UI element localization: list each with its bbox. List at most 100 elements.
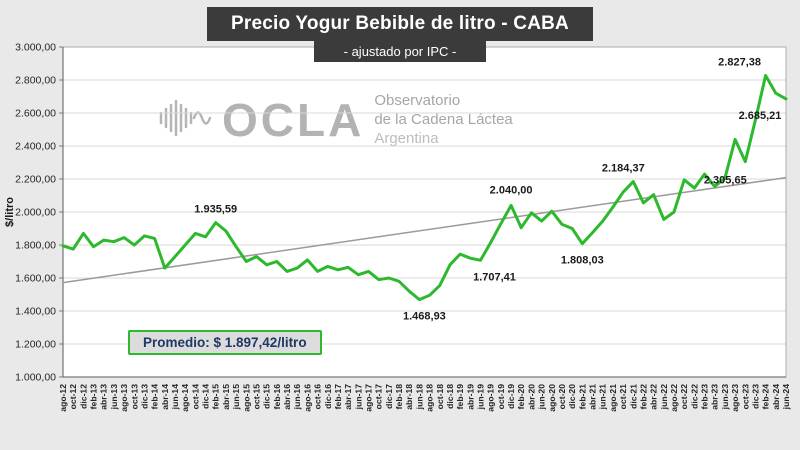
svg-text:oct-16: oct-16 <box>313 384 323 410</box>
svg-text:dic-15: dic-15 <box>262 384 272 409</box>
svg-text:abr-15: abr-15 <box>221 384 231 410</box>
svg-text:1.400,00: 1.400,00 <box>15 306 56 318</box>
svg-text:feb-23: feb-23 <box>700 384 710 410</box>
svg-text:jun-18: jun-18 <box>414 384 424 411</box>
svg-text:1.468,93: 1.468,93 <box>403 311 446 323</box>
svg-text:ago-13: ago-13 <box>119 384 129 412</box>
svg-text:ago-18: ago-18 <box>425 384 435 412</box>
svg-text:dic-22: dic-22 <box>689 384 699 409</box>
svg-text:oct-23: oct-23 <box>740 384 750 410</box>
svg-text:feb-15: feb-15 <box>211 384 221 410</box>
svg-text:ago-22: ago-22 <box>669 384 679 412</box>
svg-text:ago-20: ago-20 <box>547 384 557 412</box>
svg-text:oct-14: oct-14 <box>190 384 200 410</box>
svg-text:abr-17: abr-17 <box>343 384 353 410</box>
svg-text:dic-12: dic-12 <box>78 384 88 409</box>
average-annotation-label: Promedio: $ 1.897,42/litro <box>143 335 307 350</box>
svg-text:jun-14: jun-14 <box>170 384 180 411</box>
chart-header: Precio Yogur Bebible de litro - CABA - a… <box>0 7 800 62</box>
average-annotation-box: Promedio: $ 1.897,42/litro <box>128 330 322 355</box>
svg-text:oct-20: oct-20 <box>557 384 567 410</box>
svg-text:1.800,00: 1.800,00 <box>15 240 56 252</box>
svg-text:abr-16: abr-16 <box>282 384 292 410</box>
svg-text:jun-19: jun-19 <box>476 384 486 411</box>
svg-text:oct-15: oct-15 <box>252 384 262 410</box>
chart-title: Precio Yogur Bebible de litro - CABA <box>207 7 593 41</box>
svg-text:1.707,41: 1.707,41 <box>473 271 516 283</box>
svg-text:2.685,21: 2.685,21 <box>739 110 782 122</box>
svg-text:jun-17: jun-17 <box>353 384 363 411</box>
svg-text:oct-19: oct-19 <box>496 384 506 410</box>
svg-text:2.800,00: 2.800,00 <box>15 75 56 87</box>
svg-text:abr-22: abr-22 <box>649 384 659 410</box>
svg-text:2.400,00: 2.400,00 <box>15 141 56 153</box>
ocla-subtext: Observatorio de la Cadena Láctea Argenti… <box>374 92 512 148</box>
svg-text:1.808,03: 1.808,03 <box>561 255 604 267</box>
svg-text:dic-21: dic-21 <box>628 384 638 409</box>
svg-text:ago-14: ago-14 <box>180 384 190 412</box>
ocla-logo-text: OCLA <box>222 94 365 147</box>
svg-text:ago-16: ago-16 <box>302 384 312 412</box>
svg-text:2.184,37: 2.184,37 <box>602 163 645 175</box>
ocla-subtext-line1: Observatorio <box>374 92 461 109</box>
svg-text:feb-24: feb-24 <box>761 384 771 410</box>
svg-text:dic-13: dic-13 <box>140 384 150 409</box>
svg-text:abr-19: abr-19 <box>465 384 475 410</box>
svg-text:jun-22: jun-22 <box>659 384 669 411</box>
svg-text:jun-21: jun-21 <box>598 384 608 411</box>
svg-text:jun-24: jun-24 <box>781 384 791 411</box>
svg-text:ago-17: ago-17 <box>364 384 374 412</box>
svg-text:2.305,65: 2.305,65 <box>704 175 747 187</box>
svg-text:jun-13: jun-13 <box>109 384 119 411</box>
svg-text:oct-17: oct-17 <box>374 384 384 410</box>
svg-text:abr-23: abr-23 <box>710 384 720 410</box>
svg-text:2.000,00: 2.000,00 <box>15 207 56 219</box>
chart-subtitle: - ajustado por IPC - <box>313 41 487 62</box>
svg-text:feb-20: feb-20 <box>516 384 526 410</box>
svg-text:oct-12: oct-12 <box>68 384 78 410</box>
svg-text:2.040,00: 2.040,00 <box>490 184 533 196</box>
svg-text:dic-23: dic-23 <box>751 384 761 409</box>
svg-text:3.000,00: 3.000,00 <box>15 42 56 54</box>
svg-text:1.000,00: 1.000,00 <box>15 372 56 384</box>
svg-text:abr-21: abr-21 <box>588 384 598 410</box>
svg-text:abr-18: abr-18 <box>404 384 414 410</box>
ocla-subtext-line3: Argentina <box>374 129 439 147</box>
svg-text:feb-14: feb-14 <box>150 384 160 410</box>
svg-text:feb-18: feb-18 <box>394 384 404 410</box>
ocla-subtext-line2: de la Cadena Láctea <box>374 110 513 128</box>
svg-text:abr-24: abr-24 <box>771 384 781 410</box>
svg-text:jun-16: jun-16 <box>292 384 302 411</box>
svg-text:abr-14: abr-14 <box>160 384 170 410</box>
svg-text:jun-15: jun-15 <box>231 384 241 411</box>
svg-text:dic-18: dic-18 <box>445 384 455 409</box>
svg-text:ago-23: ago-23 <box>730 384 740 412</box>
svg-text:dic-14: dic-14 <box>201 384 211 409</box>
svg-text:dic-19: dic-19 <box>506 384 516 409</box>
svg-text:feb-13: feb-13 <box>89 384 99 410</box>
svg-text:1.935,59: 1.935,59 <box>194 204 237 216</box>
svg-text:oct-21: oct-21 <box>618 384 628 410</box>
svg-text:oct-18: oct-18 <box>435 384 445 410</box>
svg-text:ago-21: ago-21 <box>608 384 618 412</box>
svg-text:feb-19: feb-19 <box>455 384 465 410</box>
svg-text:dic-16: dic-16 <box>323 384 333 409</box>
svg-text:dic-17: dic-17 <box>384 384 394 409</box>
svg-text:feb-17: feb-17 <box>333 384 343 410</box>
svg-text:dic-20: dic-20 <box>567 384 577 409</box>
svg-text:1.600,00: 1.600,00 <box>15 273 56 285</box>
svg-text:oct-13: oct-13 <box>129 384 139 410</box>
ocla-watermark: OCLA Observatorio de la Cadena Láctea Ar… <box>158 92 513 148</box>
svg-text:ago-19: ago-19 <box>486 384 496 412</box>
svg-text:2.600,00: 2.600,00 <box>15 108 56 120</box>
svg-text:1.200,00: 1.200,00 <box>15 339 56 351</box>
svg-text:feb-22: feb-22 <box>638 384 648 410</box>
svg-text:jun-23: jun-23 <box>720 384 730 411</box>
svg-text:oct-22: oct-22 <box>679 384 689 410</box>
svg-text:ago-12: ago-12 <box>58 384 68 412</box>
svg-text:abr-20: abr-20 <box>526 384 536 410</box>
svg-text:feb-16: feb-16 <box>272 384 282 410</box>
svg-text:jun-20: jun-20 <box>537 384 547 411</box>
